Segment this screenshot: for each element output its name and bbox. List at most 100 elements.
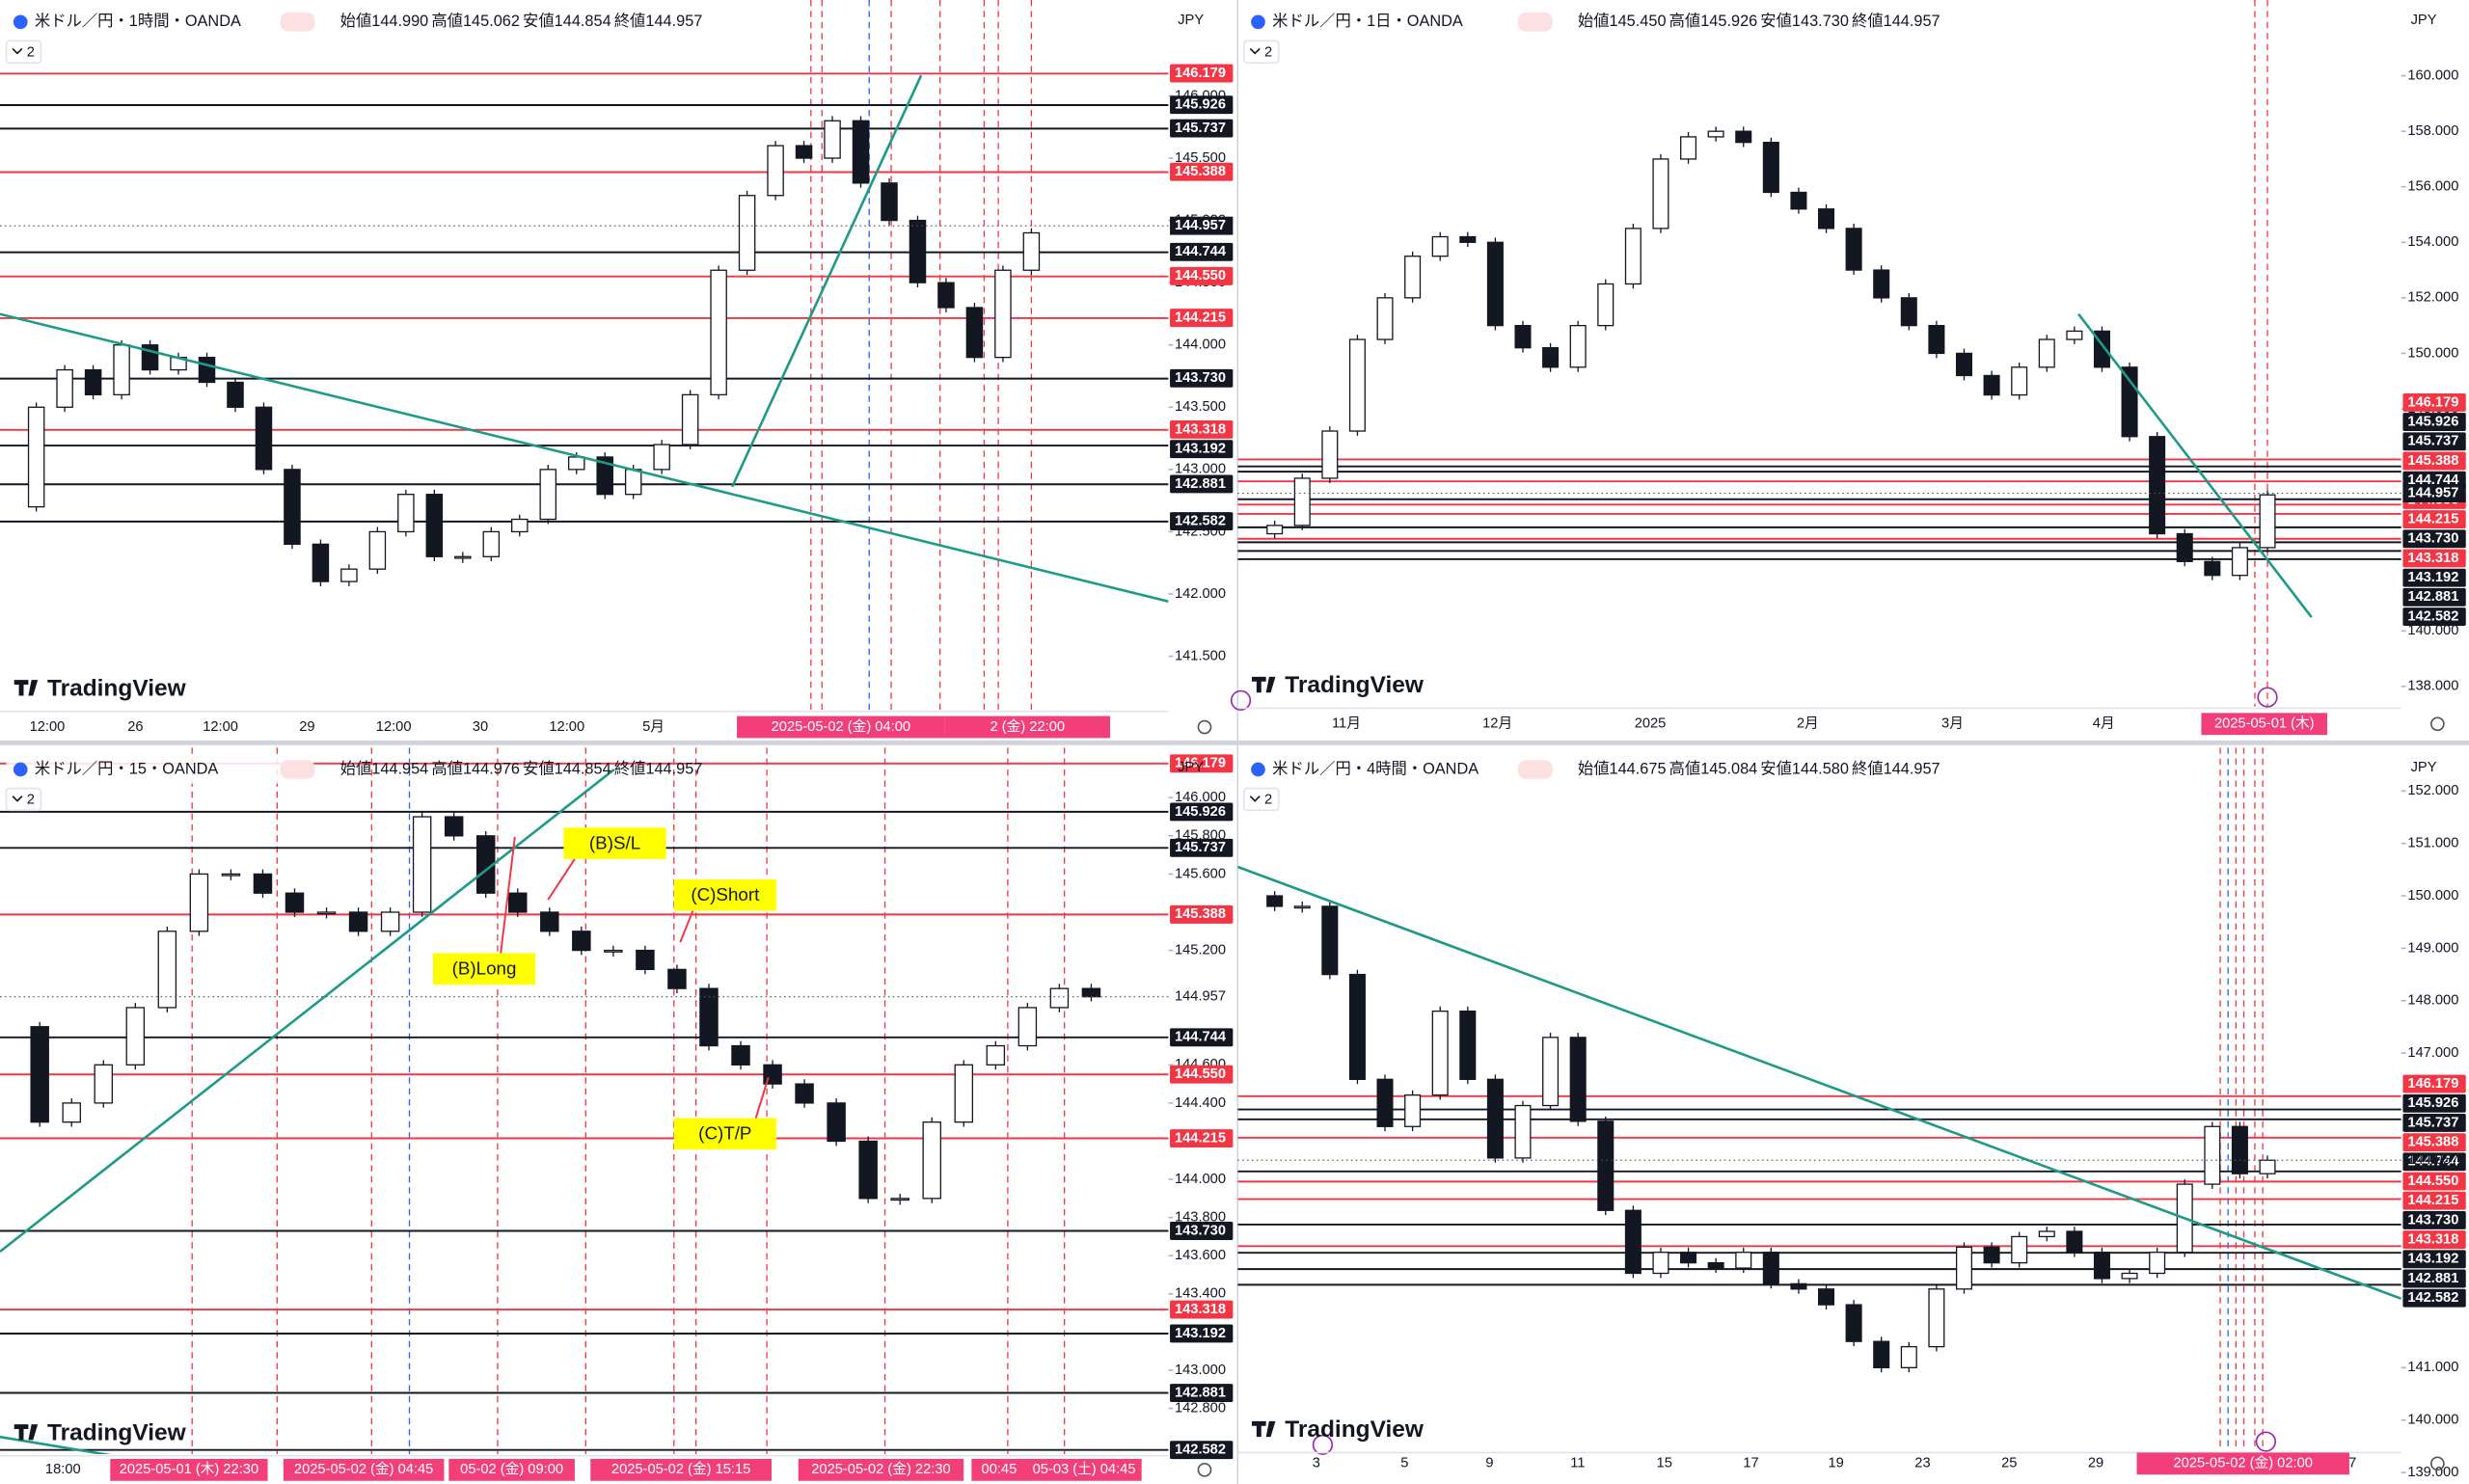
y-tick-label: 144.400 [1175,1095,1226,1111]
candle [1597,283,1614,327]
candle [1017,1007,1038,1047]
level-label-bg [2402,392,2466,412]
level-label-bg [2402,1250,2466,1269]
candle [1928,324,1945,355]
candle [255,406,273,471]
level-label-bg [2402,1133,2466,1152]
candle [1459,235,1477,243]
level-label: 144.744 [1175,244,1227,259]
candle [1624,228,1641,285]
event-icon [2257,687,2278,708]
candle [1486,1078,1504,1159]
candle [312,543,330,582]
candle [1652,1252,1669,1275]
level-label: 143.192 [1175,1326,1226,1341]
candle [1542,1037,1560,1107]
level-label-bg [1170,754,1234,773]
candle [1348,973,1366,1080]
candle [511,518,529,533]
last-price-label: 144.957 [2407,485,2458,500]
y-tick-label: 143.800 [1175,1210,1226,1226]
level-label-bg [2402,529,2466,549]
candle [1293,477,1311,526]
candle [731,1044,750,1066]
level-label: 144.215 [1175,310,1226,326]
candle [965,307,984,359]
chart-title: 米ドル／円・1時間・OANDA [35,13,241,30]
candle [1514,324,1532,349]
x-tick-label: 4月 [2093,716,2115,732]
time-marker: 00:45 [982,1462,1017,1477]
candle [1873,269,1890,299]
level-label: 146.179 [1175,756,1226,771]
candle [710,269,727,396]
x-tick-label: 12:00 [376,719,412,735]
candle [738,195,756,271]
y-tick-label: 152.000 [2407,783,2458,798]
level-label-bg [1170,1324,1234,1343]
candle [1542,347,1560,368]
level-label: 145.388 [2407,453,2458,469]
plot-area [0,747,1169,1455]
candle [1049,987,1070,1009]
candle [227,381,244,408]
y-tick-label: 144.000 [1175,1172,1226,1187]
y-tick-label: 143.000 [1175,1363,1226,1378]
y-tick-label: 142.800 [1175,1400,1226,1416]
badge [1517,760,1553,779]
candle [1431,1011,1449,1096]
indicator-toggle [5,787,42,812]
level-label: 142.881 [2407,1271,2458,1286]
candle [454,555,472,559]
level-label: 145.737 [2407,1115,2458,1130]
candle [1321,430,1339,479]
trend-line [1237,865,2401,1301]
candle [397,494,415,533]
candle [2011,366,2028,396]
level-label: 145.737 [1175,840,1226,855]
level-label-bg [2402,549,2466,568]
candle [922,1121,941,1200]
header-bg [6,755,306,784]
currency: JPY [1178,13,1204,28]
level-label-bg [1170,95,1234,115]
candle [94,1064,114,1104]
candle [30,1026,49,1123]
level-label: 143.318 [2407,551,2458,566]
level-label: 143.318 [1175,421,1226,437]
candle [653,444,670,471]
indicator-toggle [1242,40,1280,64]
candle [2176,532,2193,562]
time-marker: 2025-05-02 (金) 02:00 [2174,1455,2313,1471]
ohlc-close: 終値144.957 [614,13,703,30]
x-tick-label: 12:00 [30,719,66,735]
time-marker-bg [110,1458,268,1481]
brand-logo: TradingView [1285,1417,1424,1443]
ohlc-low: 安値143.730 [1760,13,1849,30]
candle [596,456,613,496]
last-price-label: 144.957 [2407,1152,2458,1168]
annotation-arrow [500,836,516,954]
candle [1735,130,1752,144]
candle [253,873,273,894]
candle [368,530,387,570]
time-marker: 2025-05-02 (金) 22:30 [811,1461,950,1477]
time-marker-bg [590,1458,772,1481]
symbol-icon [13,762,28,777]
x-tick-label: 15 [1657,1456,1672,1471]
level-label-bg [2402,1074,2466,1093]
time-marker-bg [2136,1452,2349,1475]
y-tick-label: 143.000 [1175,462,1226,477]
header-bg [1243,755,1543,784]
ohlc-high: 高値145.062 [431,13,520,30]
candle [1569,1037,1587,1122]
candle [444,816,464,837]
candle [1818,208,1835,229]
level-label: 142.582 [2407,1290,2458,1306]
level-label: 144.215 [2407,511,2458,526]
candle [1597,1120,1614,1211]
candle [795,1083,814,1104]
candle [2066,330,2083,340]
x-tick-label: 2025 [1635,716,1667,732]
candle [540,911,559,932]
